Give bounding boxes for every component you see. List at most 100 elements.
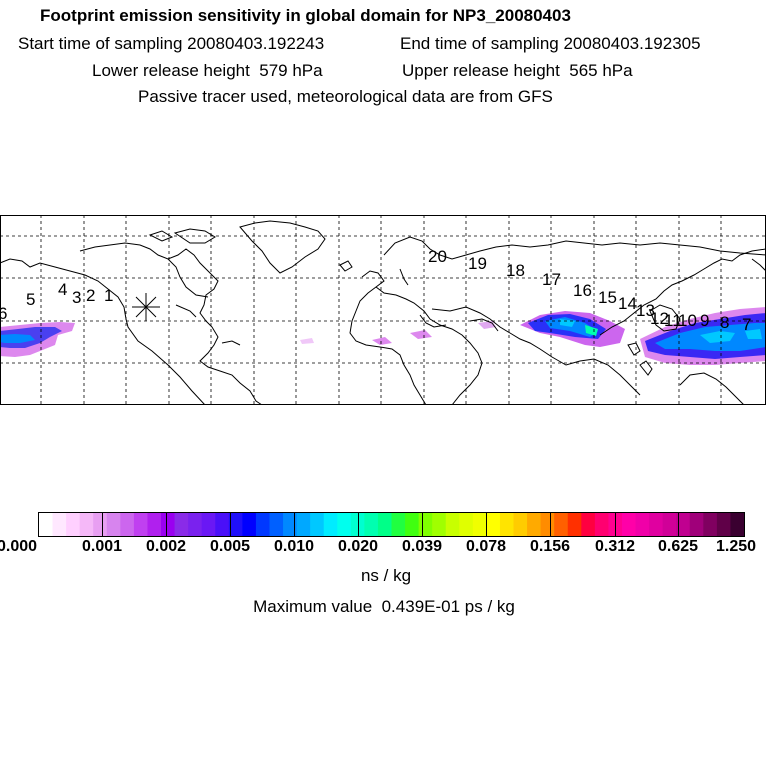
colorbar-cell	[201, 513, 216, 536]
colorbar-tick-label: 0.020	[337, 538, 379, 555]
colorbar-cell	[716, 513, 732, 536]
colorbar-units: ns / kg	[360, 566, 412, 585]
colorbar-cell	[337, 513, 352, 536]
colorbar-cell	[676, 513, 691, 536]
trajectory-label: 9	[700, 311, 709, 330]
lower-height-label: Lower release height 579 hPa	[92, 61, 323, 80]
colorbar-cell	[215, 513, 230, 536]
colorbar-cell	[432, 513, 447, 536]
graticule	[1, 216, 765, 405]
colorbar-cell	[730, 513, 745, 536]
trajectory-labels: 6 5 4 3 2 1 20 19 18 17 16 15 14 13 12 1…	[0, 247, 751, 334]
coastlines	[1, 220, 765, 405]
colorbar-cell	[310, 513, 325, 536]
trajectory-label: 3	[72, 288, 81, 307]
world-map: 6 5 4 3 2 1 20 19 18 17 16 15 14 13 12 1…	[0, 215, 766, 405]
colorbar-cell	[581, 513, 596, 536]
colorbar-cell	[174, 513, 189, 536]
maximum-value-label: Maximum value 0.439E-01 ps / kg	[253, 597, 515, 616]
colorbar-cell	[93, 513, 108, 536]
colorbar-cell	[364, 513, 379, 536]
start-time-label: Start time of sampling 20080403.192243	[18, 34, 325, 53]
colorbar-cells	[39, 513, 745, 536]
trajectory-label: 6	[0, 304, 7, 323]
colorbar-cell	[147, 513, 162, 536]
colorbar-cell	[405, 513, 420, 536]
trajectory-label: 20	[428, 247, 447, 266]
colorbar-cell	[323, 513, 338, 536]
colorbar-cell	[188, 513, 203, 536]
colorbar-cell	[350, 513, 365, 536]
colorbar-tick-label: 0.005	[209, 538, 251, 555]
colorbar-cell	[594, 513, 610, 536]
colorbar-frame	[38, 512, 745, 537]
trajectory-label: 18	[506, 261, 525, 280]
colorbar-cell	[445, 513, 460, 536]
end-time-label: End time of sampling 20080403.192305	[400, 34, 701, 53]
colorbar-cell	[52, 513, 67, 536]
colorbar-cell	[283, 513, 298, 536]
colorbar-cell	[513, 513, 528, 536]
colorbar-tick-label: 0.078	[465, 538, 507, 555]
trajectory-label: 5	[26, 290, 35, 309]
colorbar-cell	[703, 513, 718, 536]
trajectory-label: 17	[542, 270, 561, 289]
colorbar-cell	[499, 513, 515, 536]
colorbar-tick-label: 0.039	[401, 538, 443, 555]
colorbar-tick-label: 0.001	[81, 538, 123, 555]
colorbar-cell	[228, 513, 243, 536]
colorbar-cell	[418, 513, 433, 536]
colorbar-tick-label: 0.002	[145, 538, 187, 555]
colorbar	[38, 512, 745, 537]
colorbar-cell	[106, 513, 121, 536]
colorbar-cell	[527, 513, 542, 536]
colorbar-cell	[79, 513, 94, 536]
colorbar-cell	[689, 513, 704, 536]
colorbar-cell	[649, 513, 664, 536]
release-star-icon	[132, 293, 160, 321]
trajectory-label: 15	[598, 288, 617, 307]
colorbar-cell	[161, 513, 176, 536]
colorbar-cell	[662, 513, 677, 536]
trajectory-label: 10	[678, 311, 697, 330]
colorbar-cell	[635, 513, 650, 536]
trajectory-label: 2	[86, 286, 95, 305]
trajectory-label: 19	[468, 254, 487, 273]
colorbar-tick-label: 0.312	[594, 538, 636, 555]
trajectory-label: 16	[573, 281, 592, 300]
colorbar-cell	[377, 513, 393, 536]
trajectory-label: 12	[650, 309, 669, 328]
colorbar-tick-label: 1.250	[715, 538, 757, 555]
colorbar-cell	[472, 513, 488, 536]
trajectory-label: 13	[636, 301, 655, 320]
colorbar-cell	[269, 513, 284, 536]
colorbar-tick-label: 0.625	[657, 538, 699, 555]
colorbar-cell	[391, 513, 406, 536]
trajectory-label: 8	[720, 313, 729, 332]
colorbar-cell	[486, 513, 501, 536]
colorbar-cell	[567, 513, 582, 536]
colorbar-cell	[296, 513, 311, 536]
colorbar-tick-label: 0.000	[0, 538, 38, 555]
trajectory-label: 1	[104, 286, 113, 305]
colorbar-dividers	[102, 512, 679, 537]
colorbar-cell	[554, 513, 569, 536]
colorbar-tick-label: 0.156	[529, 538, 571, 555]
colorbar-cell	[39, 513, 54, 536]
colorbar-cell	[133, 513, 149, 536]
colorbar-cell	[540, 513, 555, 536]
trajectory-label: 4	[58, 280, 67, 299]
trajectory-label: 7	[742, 315, 751, 334]
subtitle-note: Passive tracer used, meteorological data…	[138, 87, 553, 106]
trajectory-label: 11	[664, 311, 682, 330]
colorbar-cell	[459, 513, 474, 536]
upper-height-label: Upper release height 565 hPa	[402, 61, 633, 80]
colorbar-cell	[120, 513, 135, 536]
sensitivity-field	[1, 307, 765, 365]
plot-title: Footprint emission sensitivity in global…	[40, 6, 571, 25]
colorbar-cell	[66, 513, 81, 536]
colorbar-cell	[242, 513, 257, 536]
colorbar-tick-label: 0.010	[273, 538, 315, 555]
colorbar-cell	[621, 513, 637, 536]
colorbar-cell	[255, 513, 271, 536]
